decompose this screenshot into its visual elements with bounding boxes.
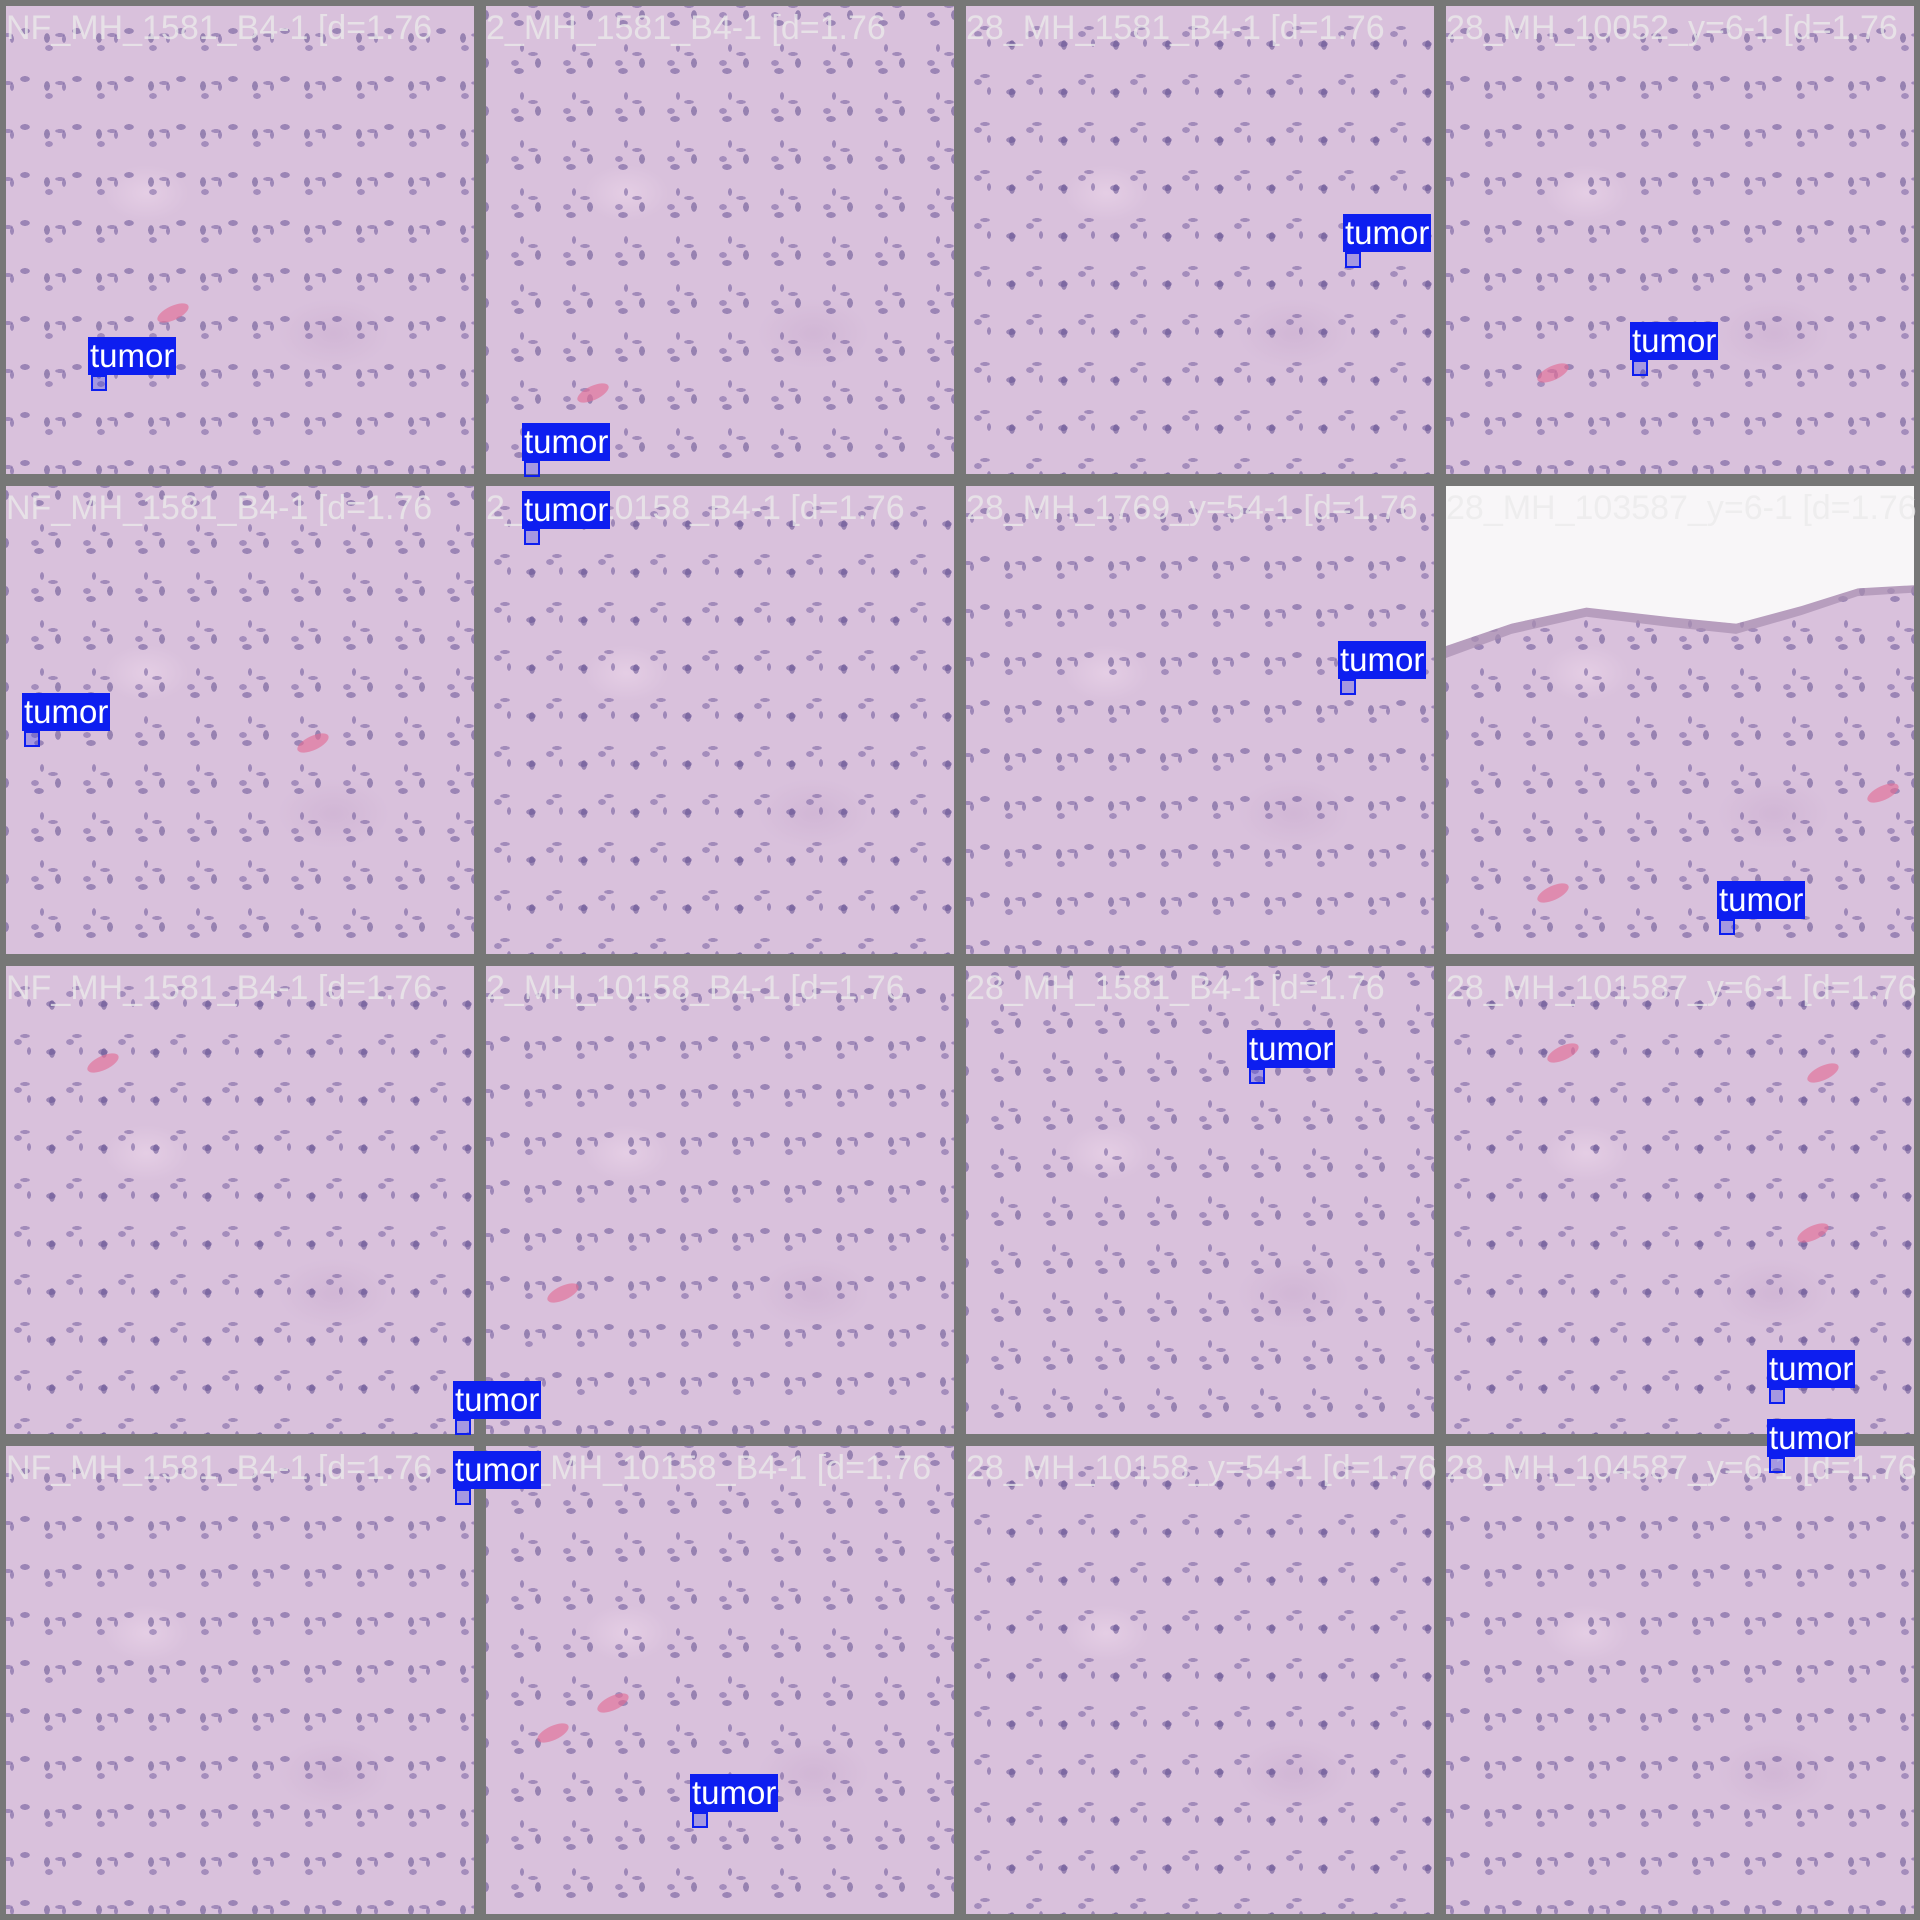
detection-box — [1345, 252, 1361, 268]
tissue-tile — [6, 966, 474, 1434]
tissue-tile — [1446, 1446, 1914, 1914]
tissue-tile — [966, 486, 1434, 954]
tissue-tile — [486, 1446, 954, 1914]
detection-label: tumor — [22, 693, 111, 731]
detection-label: tumor — [522, 491, 611, 529]
tissue-tile — [6, 6, 474, 474]
detection-label: tumor — [453, 1451, 542, 1489]
tissue-tile — [1446, 6, 1914, 474]
detection-label: tumor — [522, 423, 611, 461]
detection-box — [1769, 1388, 1785, 1404]
detection-label: tumor — [453, 1381, 542, 1419]
detection-label: tumor — [1247, 1030, 1336, 1068]
detection-label: tumor — [1338, 641, 1427, 679]
detection-box — [524, 529, 540, 545]
detection-label: tumor — [1717, 881, 1806, 919]
detection-box — [91, 375, 107, 391]
tissue-tile — [966, 1446, 1434, 1914]
detection-label: tumor — [88, 337, 177, 375]
tissue-tile — [486, 966, 954, 1434]
detection-label: tumor — [1630, 322, 1719, 360]
tissue-tile — [486, 6, 954, 474]
detection-label: tumor — [1343, 214, 1432, 252]
tissue-tile — [1446, 486, 1914, 954]
detection-label: tumor — [690, 1774, 779, 1812]
detection-box — [24, 731, 40, 747]
detection-box — [1632, 360, 1648, 376]
detection-box — [524, 461, 540, 477]
tissue-tile — [486, 486, 954, 954]
detection-box — [455, 1489, 471, 1505]
tissue-tile — [6, 1446, 474, 1914]
tissue-tile — [966, 966, 1434, 1434]
detection-box — [692, 1812, 708, 1828]
detection-label: tumor — [1767, 1350, 1856, 1388]
detection-label: tumor — [1767, 1419, 1856, 1457]
detection-box — [1769, 1457, 1785, 1473]
detection-box — [455, 1419, 471, 1435]
detection-box — [1249, 1068, 1265, 1084]
detection-box — [1719, 919, 1735, 935]
detection-box — [1340, 679, 1356, 695]
